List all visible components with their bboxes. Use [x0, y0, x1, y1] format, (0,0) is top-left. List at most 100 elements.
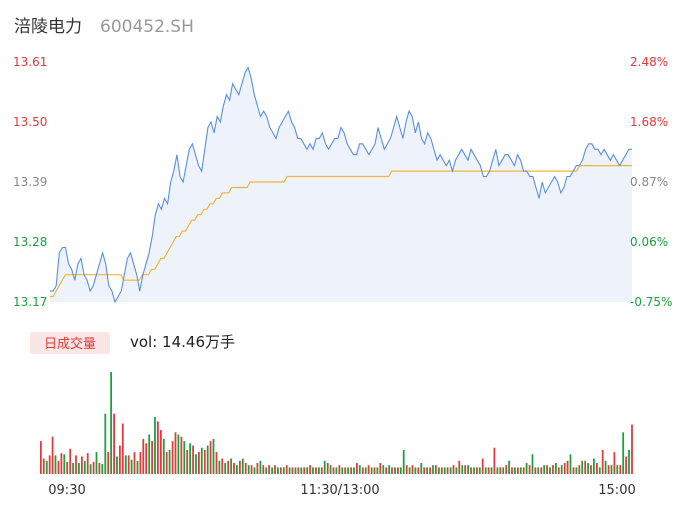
volume-bar — [347, 467, 349, 474]
volume-bar — [382, 465, 385, 474]
volume-bar — [537, 467, 540, 474]
volume-bar — [329, 465, 332, 474]
volume-bar — [593, 458, 595, 474]
volume-bar — [435, 465, 437, 474]
volume-bar — [282, 467, 285, 474]
volume-bar — [230, 458, 232, 474]
volume-bar — [467, 465, 469, 474]
volume-bar — [130, 459, 133, 474]
volume-bar — [279, 467, 282, 474]
volume-bar — [356, 463, 358, 474]
volume-bar — [271, 467, 273, 474]
volume-bar — [358, 465, 361, 474]
volume-bar — [385, 467, 388, 474]
volume-bar — [443, 467, 446, 474]
volume-bar — [151, 441, 153, 474]
volume-bar — [420, 463, 423, 474]
volume-bar — [481, 458, 484, 474]
volume-bar — [300, 467, 303, 474]
volume-bar — [323, 460, 326, 474]
volume-bar — [209, 441, 212, 474]
volume-bar — [309, 465, 311, 474]
volume-bar — [206, 445, 209, 474]
volume-bar — [405, 465, 408, 474]
volume-bar — [543, 465, 546, 474]
volume-bar — [549, 467, 551, 474]
volume-bar — [165, 452, 168, 474]
volume-bar — [51, 436, 54, 474]
volume-bar — [464, 465, 467, 474]
volume-bar — [440, 467, 443, 474]
volume-bar — [514, 467, 516, 474]
volume-bar — [256, 463, 259, 474]
volume-bar — [107, 452, 110, 474]
volume-bar — [402, 449, 405, 474]
volume-bar — [566, 460, 569, 474]
y-right-tick-label: 0.06% — [630, 235, 668, 249]
volume-bar — [631, 424, 633, 474]
volume-bar — [54, 455, 57, 474]
volume-bar — [320, 467, 323, 474]
volume-bar — [511, 467, 513, 474]
volume-bar — [236, 465, 238, 474]
volume-bar — [40, 441, 42, 474]
volume-bar — [531, 454, 534, 474]
volume-bar — [110, 372, 112, 474]
volume-bar — [557, 467, 560, 474]
volume-bar — [344, 467, 347, 474]
volume-bar — [101, 464, 104, 474]
y-tick-label: 13.39 — [13, 175, 47, 189]
volume-bar — [560, 465, 563, 474]
volume-bar — [312, 467, 314, 474]
volume-bar — [89, 464, 92, 474]
volume-tab[interactable] — [30, 332, 110, 354]
volume-bar — [604, 460, 607, 474]
volume-bar — [133, 452, 136, 474]
volume-bar — [590, 465, 592, 474]
volume-bar — [171, 441, 174, 474]
volume-bar — [69, 448, 72, 474]
volume-bar — [601, 449, 604, 474]
volume-bar — [198, 452, 200, 474]
volume-bar — [162, 438, 165, 474]
volume-bar — [192, 445, 194, 474]
x-axis: 09:30 11:30/13:00 15:00 — [48, 483, 635, 498]
volume-bar — [221, 458, 224, 474]
volume-bar — [66, 461, 69, 474]
volume-tab-label: 日成交量 — [44, 336, 96, 352]
volume-bar — [241, 458, 244, 474]
volume-bar — [522, 467, 525, 474]
volume-bar — [45, 460, 48, 474]
volume-bar — [200, 447, 203, 474]
volume-bar — [285, 465, 288, 474]
volume-bar — [227, 460, 230, 474]
volume-bar — [291, 467, 294, 474]
volume-bar — [517, 467, 519, 474]
volume-bar — [315, 467, 317, 474]
volume-bar — [116, 456, 118, 474]
volume-bar — [578, 465, 581, 474]
volume-bar — [253, 467, 256, 474]
volume-bar — [575, 467, 578, 474]
volume-bar — [48, 455, 51, 474]
stock-code: 600452.SH — [100, 17, 194, 37]
volume-bar — [247, 465, 250, 474]
volume-bar — [619, 465, 622, 474]
volume-bar — [160, 430, 162, 474]
volume-bar — [78, 463, 80, 474]
volume-bar — [616, 465, 619, 474]
volume-bar — [452, 465, 455, 474]
volume-bar — [399, 467, 402, 474]
volume-bar — [525, 463, 528, 474]
volume-bar — [540, 467, 543, 474]
volume-bar — [519, 467, 522, 474]
volume-bar — [391, 467, 393, 474]
volume-bar — [610, 465, 613, 474]
volume-bar — [596, 463, 598, 474]
volume-bar — [95, 452, 98, 474]
volume-bar — [306, 467, 309, 474]
volume-bar — [546, 465, 548, 474]
volume-bar — [119, 445, 121, 474]
volume-bar — [98, 463, 101, 474]
volume-summary: vol: 14.46万手 — [130, 333, 235, 351]
